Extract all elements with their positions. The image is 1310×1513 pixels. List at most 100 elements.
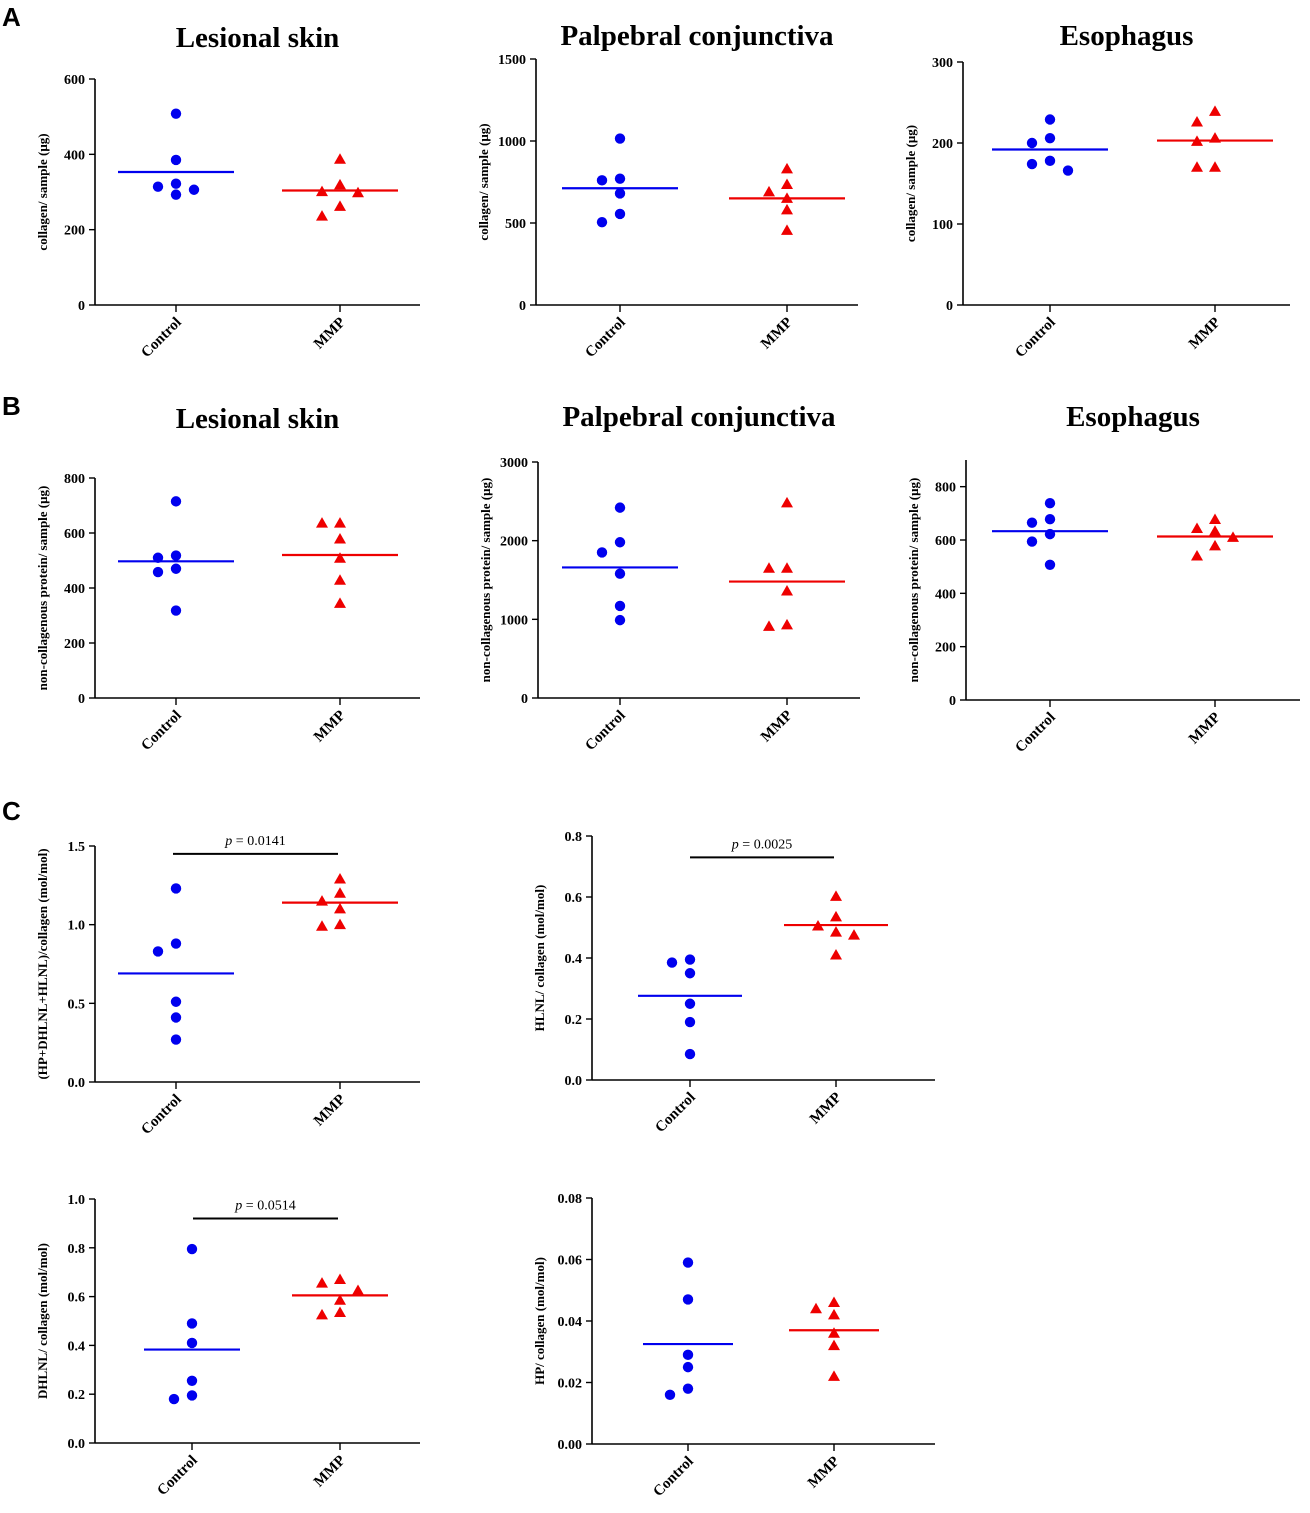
y-tick-label: 400 — [935, 587, 956, 602]
series-mmp — [1157, 105, 1273, 172]
y-tick-label: 200 — [932, 137, 953, 152]
x-tick-label: Control — [1012, 315, 1058, 361]
data-point — [763, 620, 775, 631]
chart-3: Esophagus 0 100 200 300 collagen/ sample (μg)… — [903, 20, 1290, 361]
y-tick-label: 2000 — [500, 535, 528, 550]
chart-5: Palpebral conjunctiva 0 1000 2000 3000 non-co… — [478, 401, 860, 754]
y-tick-label: 0 — [78, 299, 85, 314]
data-point — [596, 216, 608, 228]
data-point — [614, 568, 626, 579]
y-tick-label: 1.0 — [68, 1193, 86, 1208]
x-tick-label: Control — [154, 1453, 200, 1499]
data-point — [170, 938, 182, 949]
data-point — [334, 533, 346, 544]
chart-title: Esophagus — [1060, 20, 1194, 52]
y-tick-label: 600 — [935, 534, 956, 549]
y-tick-label: 600 — [64, 73, 85, 88]
y-tick-label: 1000 — [500, 613, 528, 628]
data-point — [334, 574, 346, 585]
data-point — [170, 108, 182, 119]
data-point — [1044, 155, 1056, 167]
data-point — [1026, 158, 1038, 170]
data-point — [666, 957, 678, 968]
data-point — [1227, 531, 1239, 542]
data-point — [781, 203, 793, 215]
data-point — [170, 563, 182, 574]
data-point — [1191, 135, 1203, 146]
data-point — [186, 1318, 198, 1329]
x-tick-label: MMP — [805, 1454, 843, 1492]
data-point — [334, 902, 346, 914]
y-axis-label: HP/ collagen (mol/mol) — [532, 1257, 547, 1385]
data-point — [1209, 513, 1221, 524]
x-tick-label: Control — [582, 708, 628, 754]
data-point — [682, 1257, 694, 1268]
data-point — [1191, 161, 1203, 172]
data-point — [1209, 161, 1221, 172]
x-tick-label: MMP — [311, 315, 349, 353]
panel-label-a: A — [2, 2, 21, 32]
data-point — [828, 1370, 840, 1381]
y-tick-label: 0 — [949, 694, 956, 709]
p-value-label: p = 0.0141 — [224, 834, 285, 849]
y-tick-label: 600 — [64, 527, 85, 542]
chart-title: Palpebral conjunctiva — [562, 401, 836, 433]
data-point — [682, 1383, 694, 1394]
data-point — [316, 517, 328, 528]
y-axis-label: DHLNL/ collagen (mol/mol) — [35, 1243, 50, 1399]
data-point — [664, 1389, 676, 1401]
data-point — [848, 929, 860, 940]
data-point — [334, 887, 346, 898]
y-tick-label: 0.0 — [68, 1437, 86, 1452]
series-control — [118, 108, 234, 200]
data-point — [781, 585, 793, 596]
y-tick-label: 100 — [932, 218, 953, 233]
data-point — [684, 954, 696, 965]
data-point — [1044, 132, 1056, 144]
data-point — [1191, 522, 1203, 534]
data-point — [763, 185, 775, 197]
data-point — [186, 1337, 198, 1349]
series-control — [118, 883, 234, 1045]
data-point — [334, 178, 346, 190]
data-point — [186, 1375, 198, 1386]
data-point — [828, 1296, 840, 1308]
data-point — [684, 1016, 696, 1028]
y-tick-label: 200 — [64, 224, 85, 239]
y-axis-label: non-collagenous protein/ sample (μg) — [35, 486, 50, 691]
data-point — [152, 552, 164, 563]
y-tick-label: 1000 — [498, 135, 526, 150]
data-point — [763, 562, 775, 573]
data-point — [614, 188, 626, 199]
data-point — [828, 1327, 840, 1338]
data-point — [596, 547, 608, 558]
data-point — [1026, 536, 1038, 547]
x-tick-label: Control — [582, 315, 628, 361]
y-axis-label: HLNL/ collagen (mol/mol) — [532, 885, 547, 1032]
data-point — [170, 883, 182, 894]
data-point — [334, 1294, 346, 1305]
y-axis-label: collagen/ sample (μg) — [476, 123, 491, 240]
data-point — [316, 920, 328, 931]
y-tick-label: 300 — [932, 56, 953, 71]
x-tick-label: Control — [138, 315, 184, 361]
series-mmp — [784, 890, 888, 960]
y-axis-label: non-collagenous protein/ sample (μg) — [478, 478, 493, 683]
series-mmp — [729, 162, 845, 235]
y-tick-label: 200 — [935, 641, 956, 656]
series-mmp — [282, 873, 398, 931]
y-tick-label: 0.5 — [68, 997, 86, 1012]
y-tick-label: 0.08 — [558, 1192, 583, 1207]
y-tick-label: 0 — [521, 692, 528, 707]
data-point — [334, 597, 346, 608]
x-tick-label: Control — [652, 1090, 698, 1136]
y-axis-label: non-collagenous protein/ sample (μg) — [906, 478, 921, 683]
y-tick-label: 800 — [64, 472, 85, 487]
chart-10: 0.00 0.02 0.04 0.06 0.08 HP/ collagen (mol/mo… — [532, 1192, 935, 1500]
p-value-label: p = 0.0514 — [234, 1199, 295, 1214]
y-tick-label: 1.0 — [68, 919, 86, 934]
data-point — [1209, 539, 1221, 551]
y-tick-label: 0.2 — [565, 1013, 583, 1028]
y-tick-label: 400 — [64, 582, 85, 597]
data-point — [781, 192, 793, 203]
